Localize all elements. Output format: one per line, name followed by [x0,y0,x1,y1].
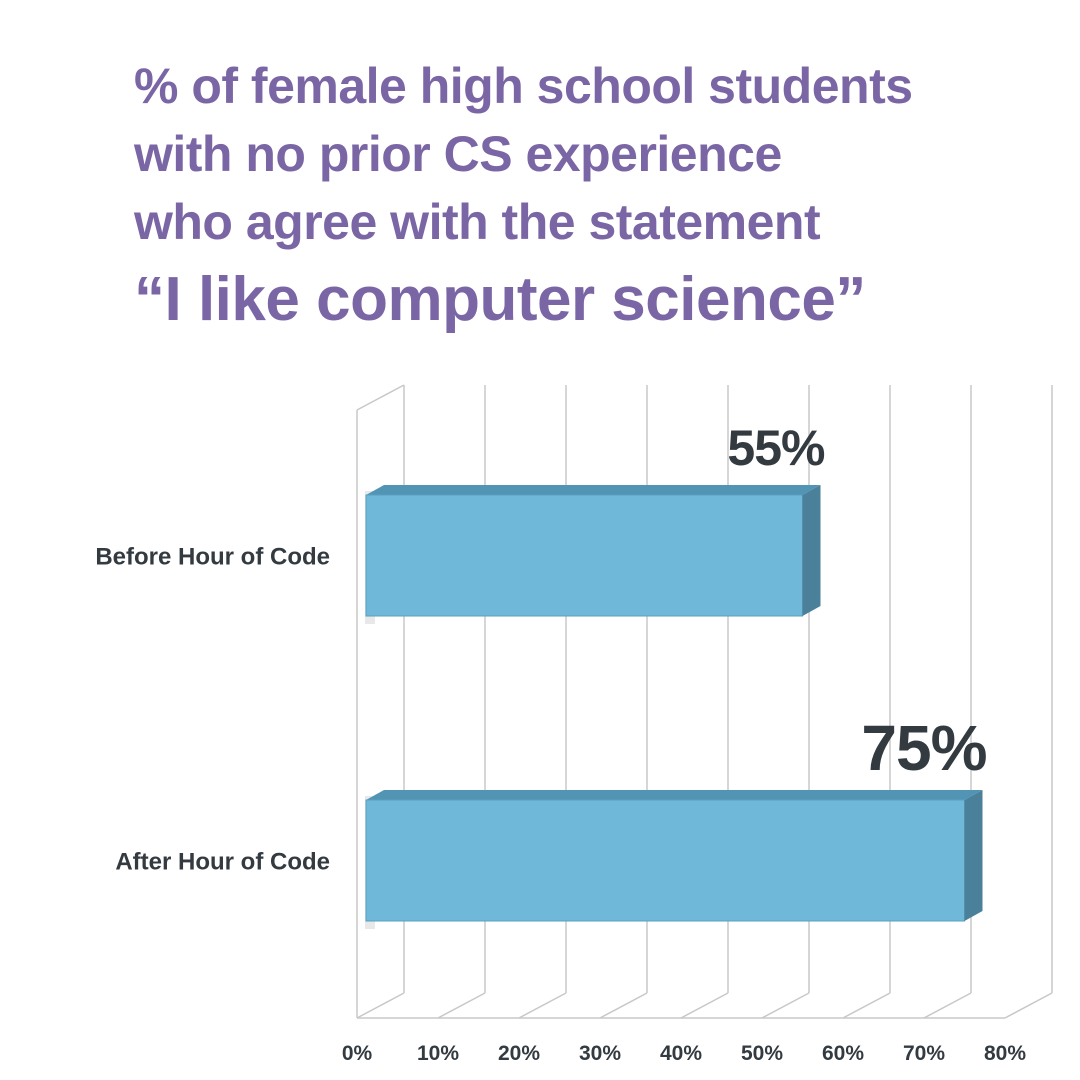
gridlines [356,384,1053,1019]
bar-end-face [802,485,821,616]
value-label: 55% [727,420,825,476]
x-tick-label: 30% [579,1042,621,1065]
labels: 0% 10% 20% 30% 40% 50% 60% 70% 80% Before Hour of… [95,420,1026,1065]
x-tick-label: 10% [417,1042,459,1065]
x-tick-label: 40% [660,1042,702,1065]
x-tick-label: 60% [822,1042,864,1065]
floor-gridline [437,992,486,1019]
value-label: 75% [861,712,986,784]
category-label: After Hour of Code [115,849,330,876]
x-tick-label: 0% [342,1042,373,1065]
title-line-3: who agree with the statement [134,194,821,250]
floor-gridline [518,992,567,1019]
x-tick-label: 80% [984,1042,1026,1065]
floor-gridline [842,992,891,1019]
floor-gridline [1004,992,1053,1019]
floor-gridline [356,992,405,1019]
title-line-1: % of female high school students [134,58,913,114]
x-tick-label: 20% [498,1042,540,1065]
bar-top-face [366,485,821,495]
category-label: Before Hour of Code [95,544,330,571]
bar [365,494,803,617]
floor-gridline [923,992,972,1019]
bars [365,485,983,929]
floor-gridline [680,992,729,1019]
y-axis-top-edge [356,384,405,411]
x-tick-label: 70% [903,1042,945,1065]
chart-title: % of female high school students with no… [134,52,1054,340]
bar [365,799,965,922]
floor-gridline [599,992,648,1019]
bar-end-face [964,790,983,921]
floor-gridline [761,992,810,1019]
title-line-2: with no prior CS experience [134,126,782,182]
title-quote: “I like computer science” [134,265,866,334]
x-tick-label: 50% [741,1042,783,1065]
bar-top-face [366,790,983,800]
